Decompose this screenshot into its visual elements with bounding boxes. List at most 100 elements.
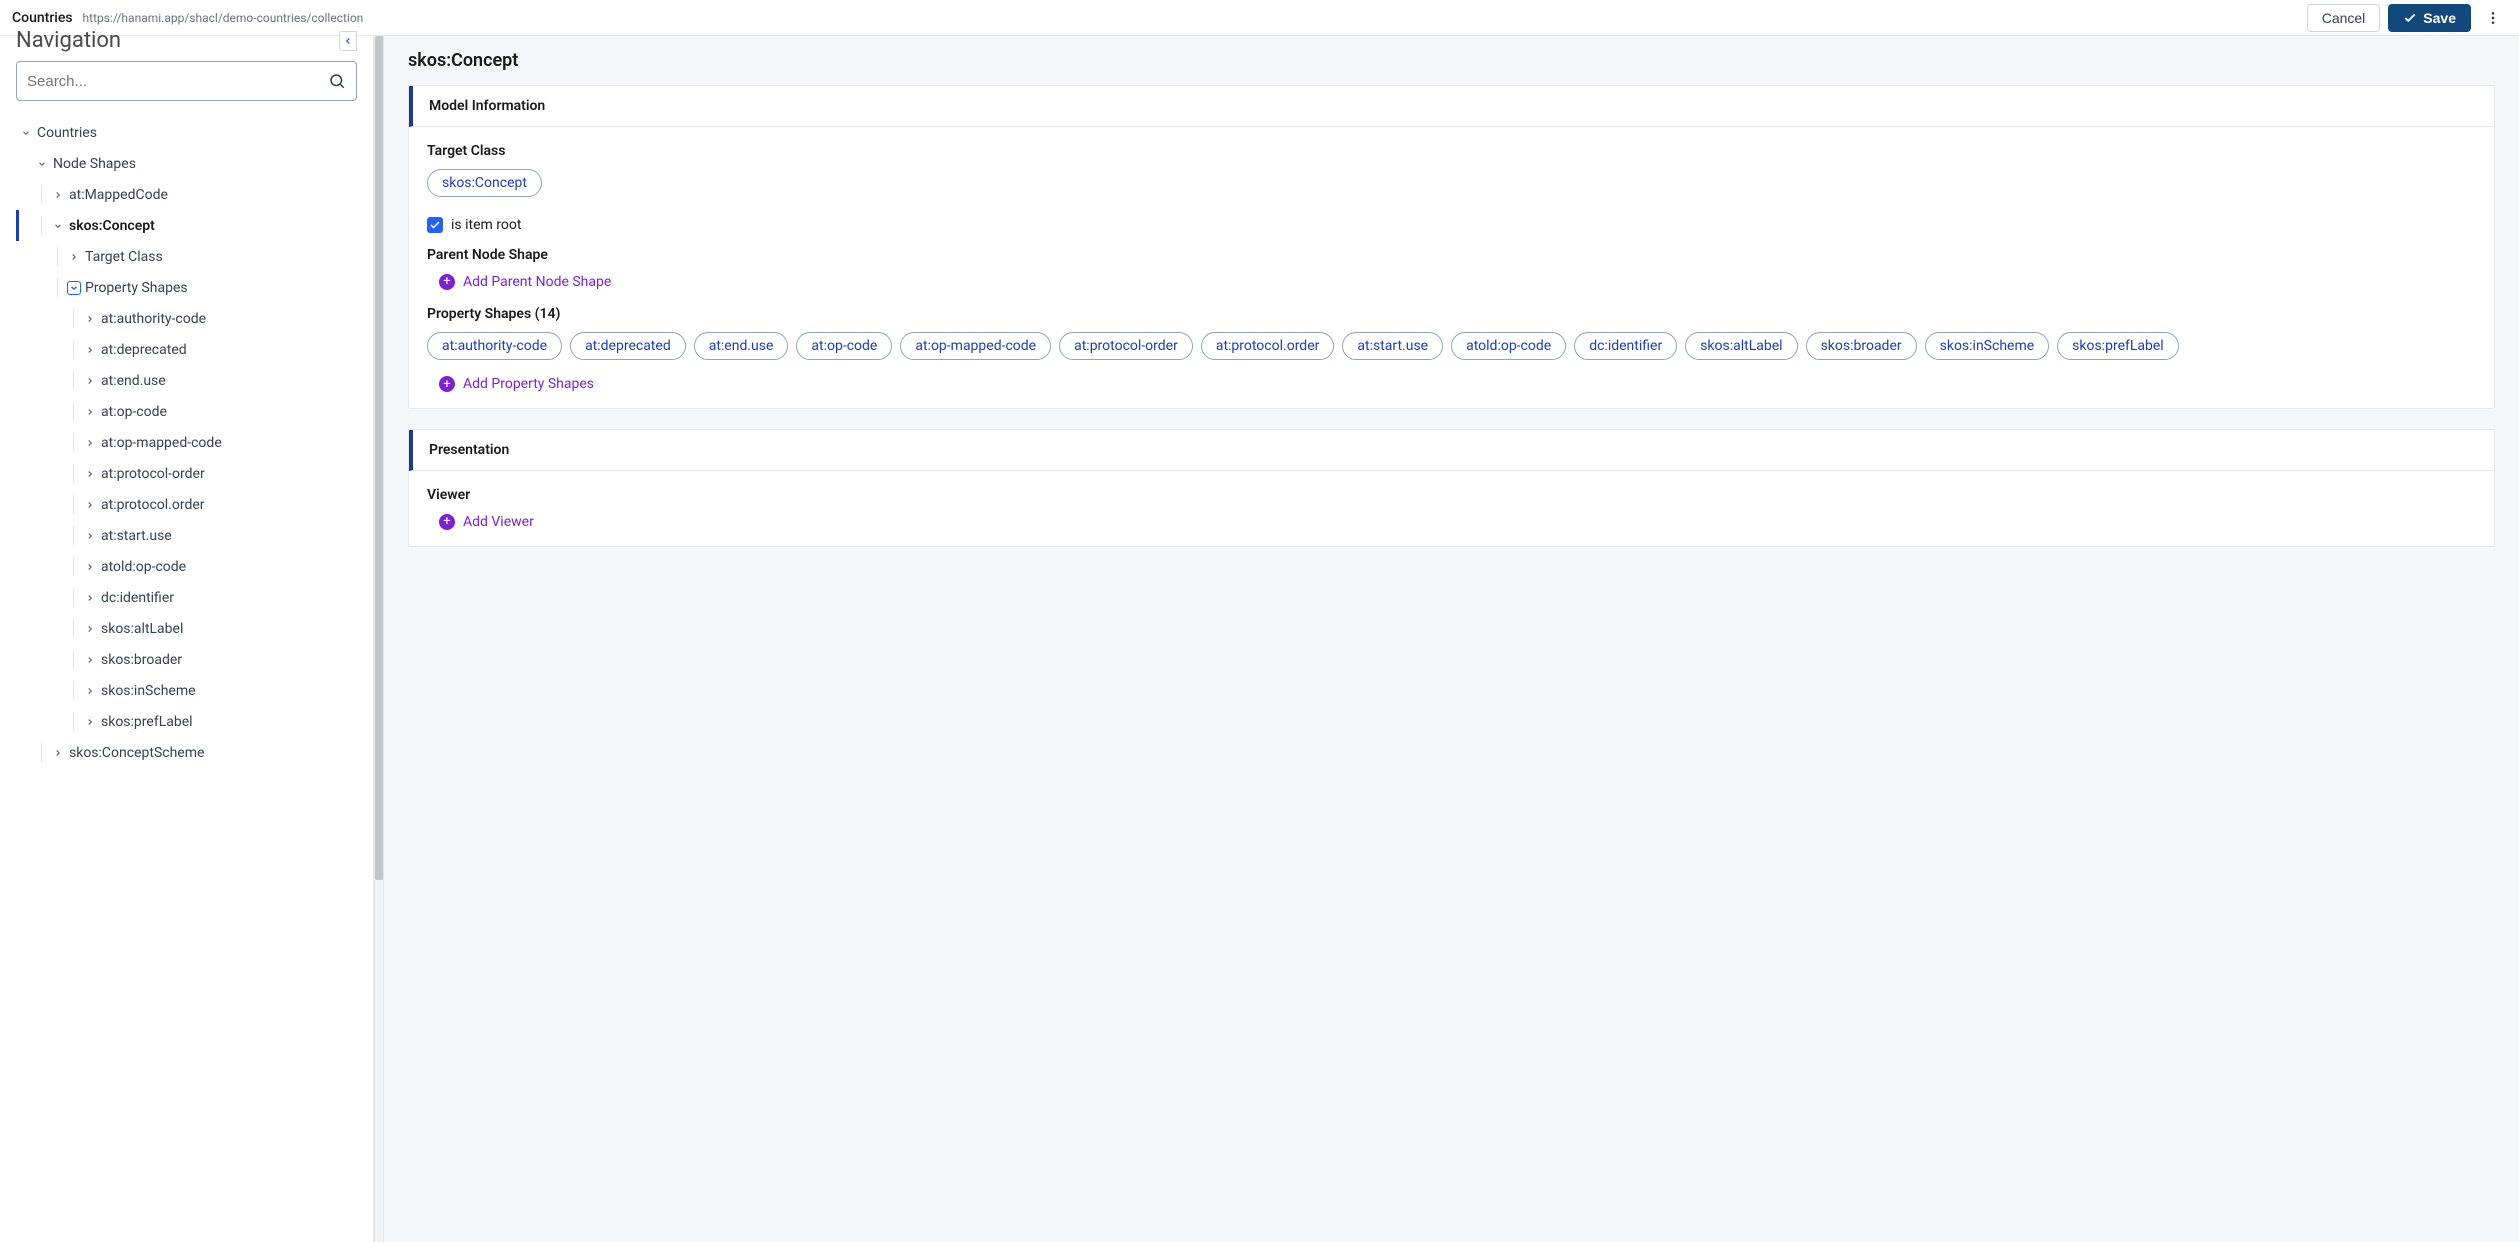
property-shape-chip[interactable]: skos:inScheme xyxy=(1925,332,2050,360)
tree-item[interactable]: Target Class xyxy=(16,241,369,272)
tree-item[interactable]: Countries xyxy=(16,117,369,148)
tree-toggle[interactable] xyxy=(83,405,97,419)
add-parent-label: Add Parent Node Shape xyxy=(463,274,611,290)
tree-item[interactable]: dc:identifier xyxy=(16,582,369,613)
is-item-root-checkbox[interactable] xyxy=(427,217,443,233)
property-shape-chip[interactable]: dc:identifier xyxy=(1574,332,1677,360)
tree-item-label: dc:identifier xyxy=(101,590,174,606)
tree-item-label: Property Shapes xyxy=(85,280,188,296)
tree-toggle[interactable] xyxy=(83,715,97,729)
tree-item[interactable]: at:op-mapped-code xyxy=(16,427,369,458)
save-label: Save xyxy=(2423,10,2456,26)
property-shape-chip[interactable]: atold:op-code xyxy=(1451,332,1566,360)
tree-toggle[interactable] xyxy=(83,467,97,481)
add-parent-node-shape-button[interactable]: + Add Parent Node Shape xyxy=(439,274,611,290)
presentation-header: Presentation xyxy=(409,430,2494,471)
tree-item[interactable]: at:protocol.order xyxy=(16,489,369,520)
add-property-shapes-label: Add Property Shapes xyxy=(463,376,594,392)
property-shape-chip[interactable]: at:deprecated xyxy=(570,332,686,360)
tree-item[interactable]: skos:inScheme xyxy=(16,675,369,706)
tree-toggle[interactable] xyxy=(83,374,97,388)
tree-item[interactable]: atold:op-code xyxy=(16,551,369,582)
property-shape-chip[interactable]: at:protocol-order xyxy=(1059,332,1193,360)
tree-item-label: at:op-mapped-code xyxy=(101,435,222,451)
tree-guide xyxy=(73,464,74,483)
scrollbar-thumb[interactable] xyxy=(375,36,383,880)
tree-item[interactable]: Node Shapes xyxy=(16,148,369,179)
tree-toggle[interactable] xyxy=(83,591,97,605)
property-shape-chip[interactable]: at:op-mapped-code xyxy=(900,332,1051,360)
tree-toggle[interactable] xyxy=(83,343,97,357)
property-shape-chip[interactable]: at:start.use xyxy=(1342,332,1443,360)
model-info-panel: Model Information Target Class skos:Conc… xyxy=(408,85,2495,409)
save-button[interactable]: Save xyxy=(2388,4,2471,32)
tree-item-label: skos:Concept xyxy=(69,218,155,234)
tree-item[interactable]: at:end.use xyxy=(16,365,369,396)
tree-guide xyxy=(73,650,74,669)
add-property-shapes-button[interactable]: + Add Property Shapes xyxy=(439,376,594,392)
tree-item-label: at:op-code xyxy=(101,404,167,420)
check-icon xyxy=(429,219,441,231)
tree-item[interactable]: skos:ConceptScheme xyxy=(16,737,369,768)
property-shape-chip[interactable]: at:end.use xyxy=(694,332,789,360)
property-shape-chip[interactable]: at:op-code xyxy=(796,332,892,360)
tree-toggle[interactable] xyxy=(83,653,97,667)
tree-guide xyxy=(73,495,74,514)
tree-toggle[interactable] xyxy=(83,436,97,450)
tree-toggle[interactable] xyxy=(83,622,97,636)
target-class-chip[interactable]: skos:Concept xyxy=(427,169,542,197)
tree-item-label: skos:altLabel xyxy=(101,621,183,637)
tree-item[interactable]: skos:altLabel xyxy=(16,613,369,644)
tree-item-label: skos:prefLabel xyxy=(101,714,193,730)
search-input[interactable] xyxy=(27,73,328,90)
model-info-header: Model Information xyxy=(409,86,2494,127)
tree-guide xyxy=(57,247,58,266)
tree-item[interactable]: skos:Concept xyxy=(16,210,369,241)
search-input-wrap[interactable] xyxy=(16,61,357,101)
target-class-label: Target Class xyxy=(427,143,2476,159)
tree-guide xyxy=(57,278,58,297)
tree-toggle[interactable] xyxy=(67,250,81,264)
add-viewer-button[interactable]: + Add Viewer xyxy=(439,514,534,530)
tree-item[interactable]: at:start.use xyxy=(16,520,369,551)
tree-toggle[interactable] xyxy=(19,126,33,140)
property-shape-chip[interactable]: at:protocol.order xyxy=(1201,332,1335,360)
tree-toggle[interactable] xyxy=(51,188,65,202)
tree-item[interactable]: at:authority-code xyxy=(16,303,369,334)
property-shape-chip[interactable]: at:authority-code xyxy=(427,332,562,360)
tree-item-label: at:protocol-order xyxy=(101,466,205,482)
more-menu-button[interactable] xyxy=(2479,6,2507,30)
tree-guide xyxy=(73,309,74,328)
tree-item[interactable]: Property Shapes xyxy=(16,272,369,303)
tree-item[interactable]: at:deprecated xyxy=(16,334,369,365)
page-url: https://hanami.app/shacl/demo-countries/… xyxy=(83,11,364,25)
target-class-value: skos:Concept xyxy=(442,175,527,191)
tree-item[interactable]: at:MappedCode xyxy=(16,179,369,210)
plus-icon: + xyxy=(439,376,455,392)
tree-item[interactable]: at:protocol-order xyxy=(16,458,369,489)
property-shape-chip[interactable]: skos:altLabel xyxy=(1685,332,1797,360)
property-shape-chip[interactable]: skos:prefLabel xyxy=(2057,332,2179,360)
parent-node-shape-label: Parent Node Shape xyxy=(427,247,2476,263)
tree-toggle[interactable] xyxy=(83,312,97,326)
tree-toggle[interactable] xyxy=(51,219,65,233)
tree-toggle[interactable] xyxy=(51,746,65,760)
cancel-button[interactable]: Cancel xyxy=(2307,4,2381,32)
collapse-sidebar-button[interactable] xyxy=(339,31,357,51)
tree-item[interactable]: skos:prefLabel xyxy=(16,706,369,737)
tree-item[interactable]: skos:broader xyxy=(16,644,369,675)
tree-toggle[interactable] xyxy=(83,498,97,512)
tree-item[interactable]: at:op-code xyxy=(16,396,369,427)
tree-guide xyxy=(41,185,42,204)
tree-toggle[interactable] xyxy=(35,157,49,171)
scrollbar[interactable] xyxy=(374,36,384,1242)
add-viewer-label: Add Viewer xyxy=(463,514,534,530)
tree-toggle[interactable] xyxy=(83,684,97,698)
chevron-left-icon xyxy=(343,36,353,46)
tree-guide xyxy=(73,402,74,421)
is-item-root-label: is item root xyxy=(451,217,521,233)
tree-toggle[interactable] xyxy=(67,281,81,295)
tree-toggle[interactable] xyxy=(83,560,97,574)
tree-toggle[interactable] xyxy=(83,529,97,543)
property-shape-chip[interactable]: skos:broader xyxy=(1806,332,1917,360)
